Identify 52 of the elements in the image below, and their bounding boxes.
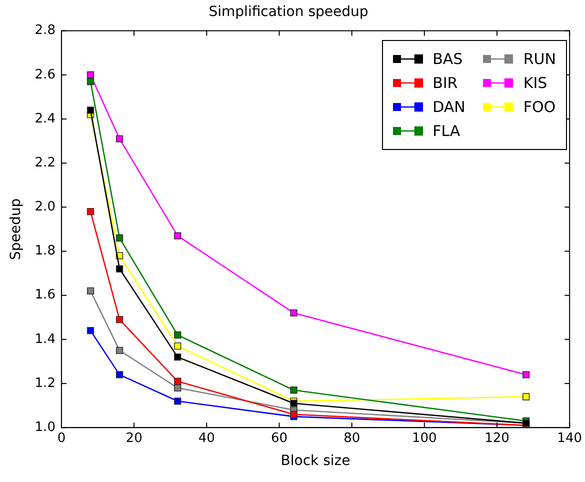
y-tick-label: 2.2 [34, 155, 56, 170]
point [86, 106, 94, 114]
legend-label: RUN [523, 50, 556, 68]
y-tick-label: 2.6 [34, 67, 56, 82]
legend-label: FOO [523, 98, 556, 116]
point [116, 316, 124, 324]
point [174, 384, 182, 392]
x-tick-label: 40 [198, 430, 215, 446]
point [174, 331, 182, 339]
legend-label: DAN [432, 98, 466, 116]
y-tick-label: 2.8 [34, 23, 56, 38]
point [174, 342, 182, 350]
point [522, 393, 530, 400]
point [290, 410, 298, 418]
y-tick-label: 2.4 [34, 111, 56, 126]
point [86, 71, 94, 78]
point [290, 309, 298, 317]
chart-title: Simplification speedup [208, 4, 368, 20]
legend-label: KIS [523, 74, 548, 92]
point [116, 135, 124, 142]
y-tick-label: 2.0 [34, 200, 56, 215]
point [290, 386, 298, 394]
legend-label: FLA [432, 122, 460, 140]
x-tick-label: 0 [57, 430, 66, 446]
point [522, 371, 530, 378]
point [174, 378, 182, 385]
x-tick-label: 20 [126, 430, 142, 446]
point [86, 208, 94, 216]
x-axis-title: Block size [280, 453, 350, 470]
y-tick-label: 1.0 [34, 420, 56, 435]
point [86, 287, 94, 295]
legend-label: BAS [432, 50, 463, 68]
y-tick-label: 1.4 [34, 332, 56, 347]
point [174, 232, 182, 240]
point [116, 346, 124, 354]
x-tick-label: 60 [270, 430, 288, 446]
y-axis-title: Speedup [8, 198, 24, 260]
x-tick-label: 100 [412, 430, 437, 446]
x-tick-label: 80 [344, 430, 360, 446]
point [116, 234, 124, 242]
point [174, 398, 182, 405]
y-tick-label: 1.2 [34, 376, 56, 391]
y-tick-label: 1.8 [34, 244, 56, 259]
point [116, 371, 124, 378]
x-tick-label: 120 [484, 430, 510, 446]
y-tick-label: 1.6 [34, 288, 56, 303]
legend-label: BIR [432, 74, 458, 92]
x-tick-label: 140 [557, 430, 582, 446]
point [116, 265, 124, 272]
point [174, 353, 182, 361]
point [86, 327, 94, 334]
point [86, 78, 94, 86]
